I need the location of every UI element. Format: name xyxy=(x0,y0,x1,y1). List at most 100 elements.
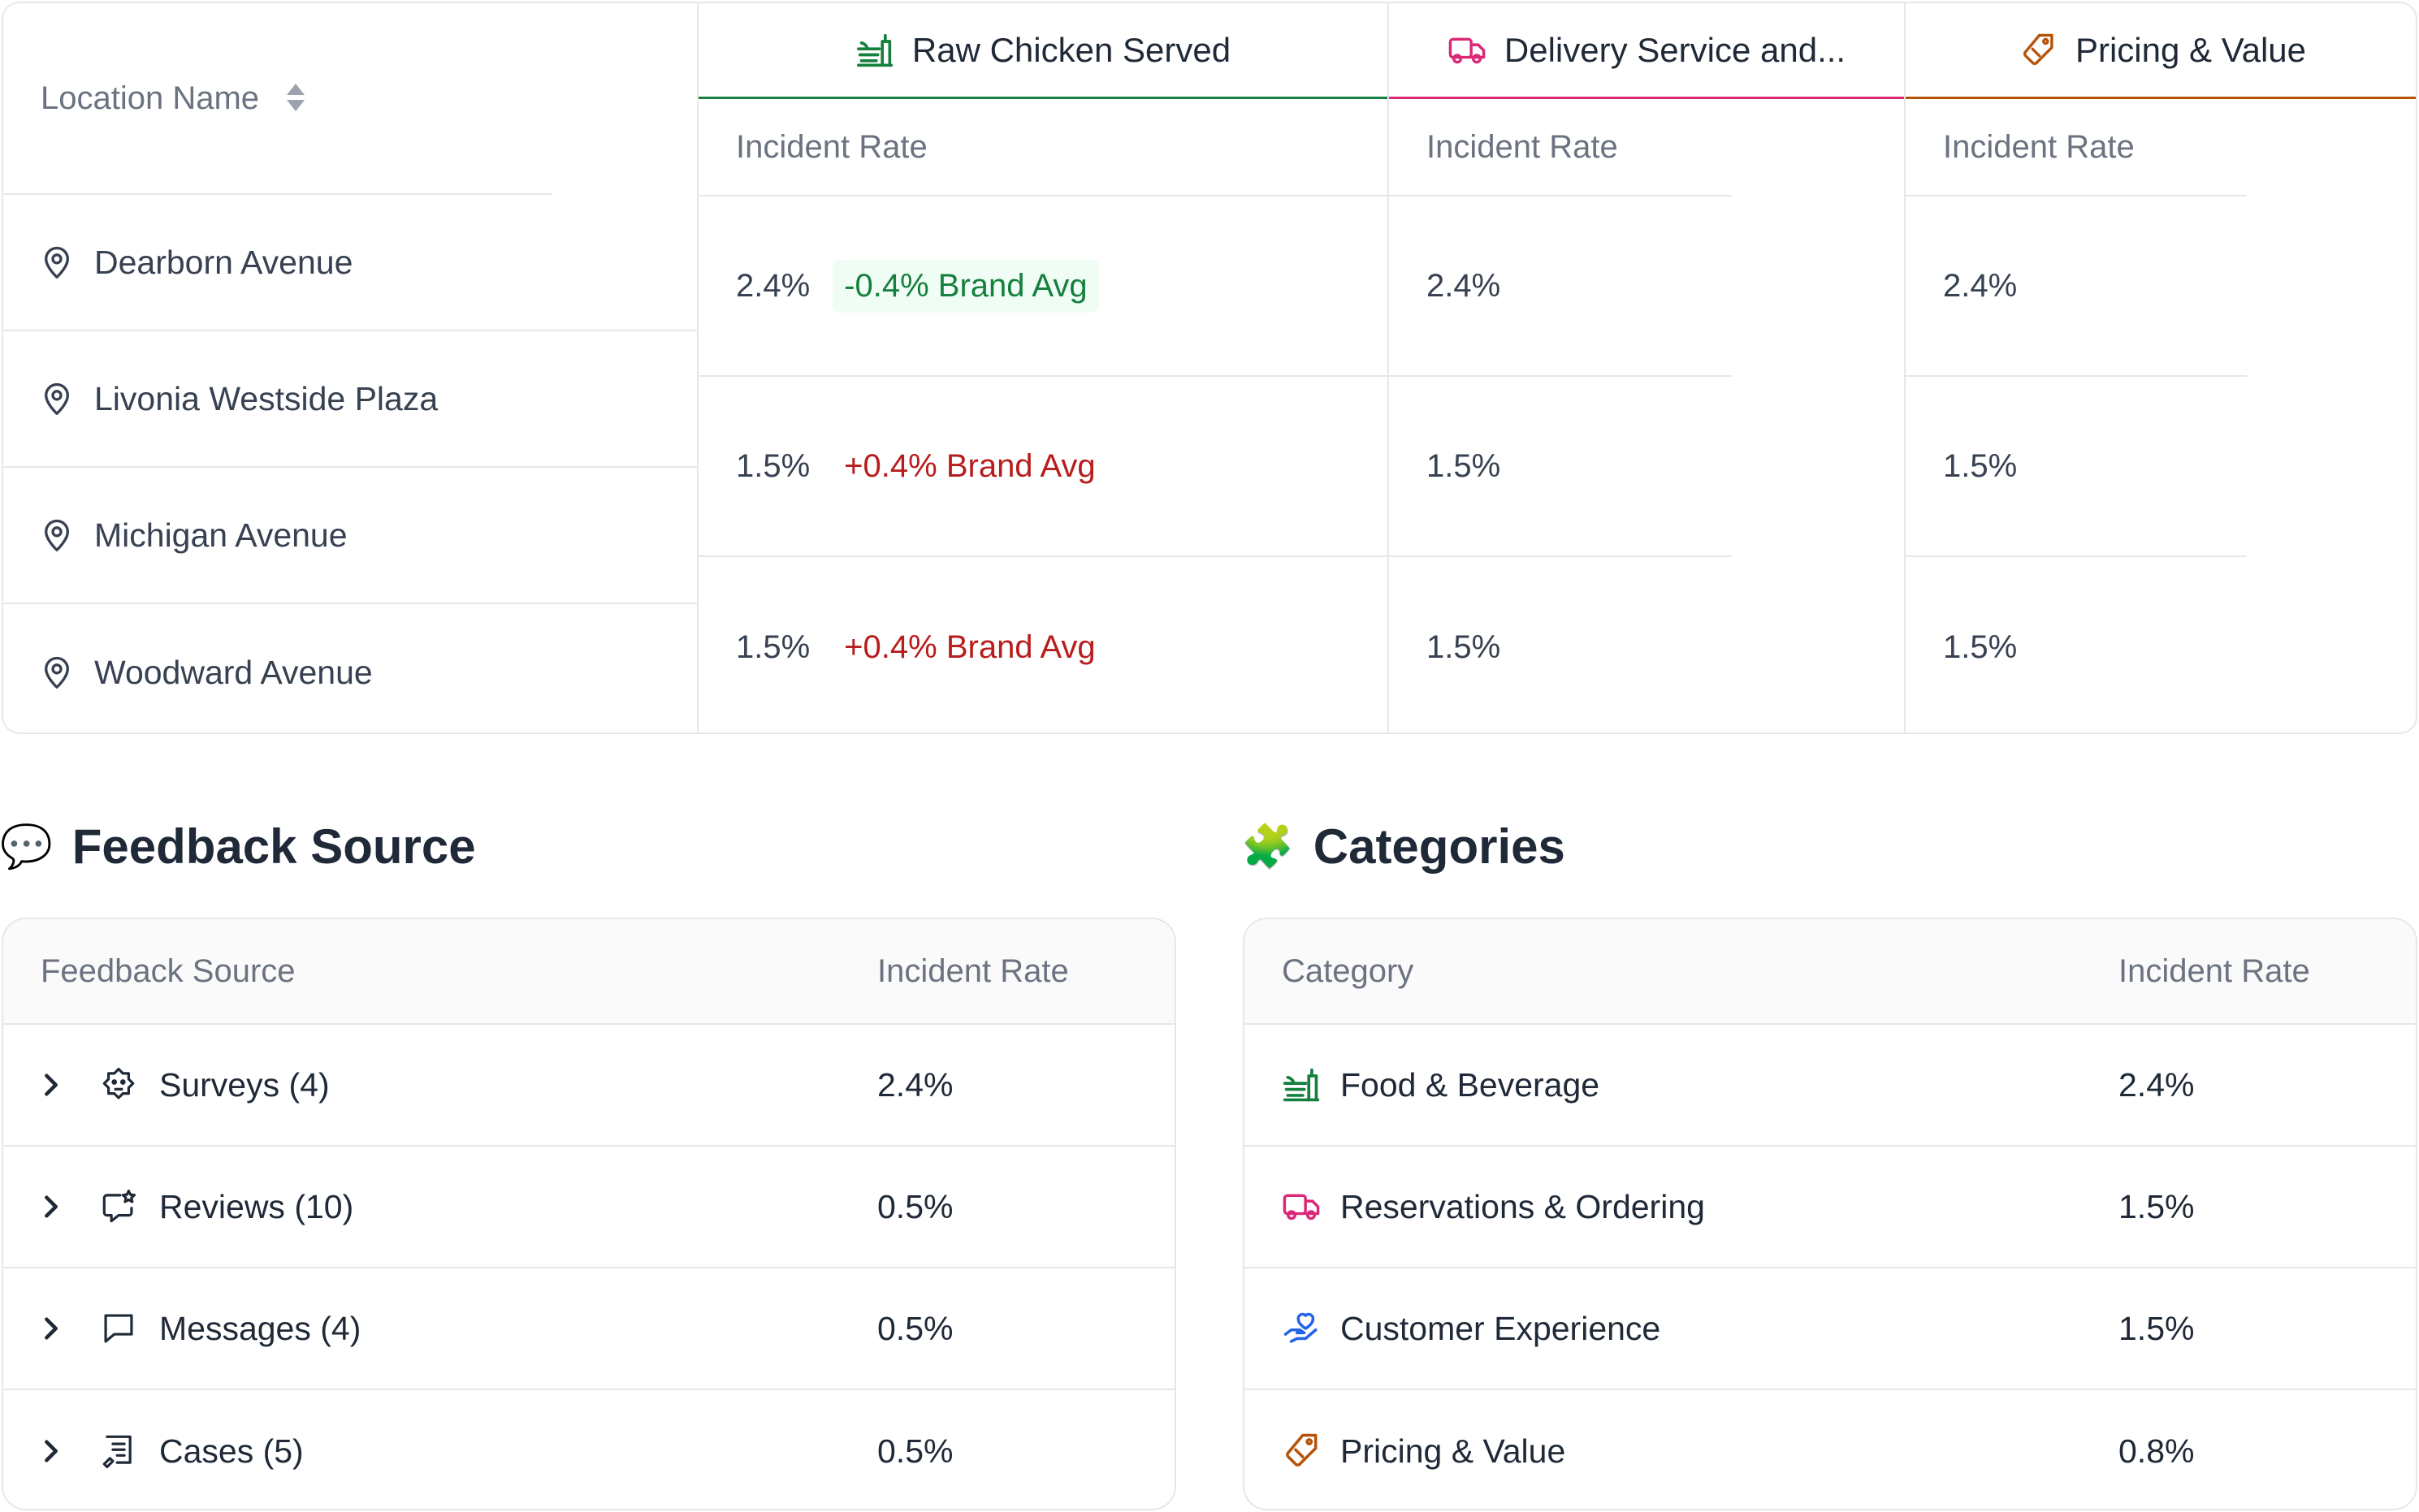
pricing-value-title: Pricing & Value xyxy=(2075,30,2307,69)
incident-rate-subheader: Incident Rate xyxy=(1389,99,1732,197)
location-column: Location Name Dearborn Avenue Livonia We… xyxy=(3,3,699,732)
incident-rate-value: 2.4% xyxy=(877,1065,954,1104)
pricing-value-column: Pricing & Value Incident Rate 2.4% 1.5% … xyxy=(1906,3,2416,732)
map-pin-icon xyxy=(45,246,70,279)
incident-rate-value: 1.5% xyxy=(1426,447,1501,484)
truck-icon xyxy=(1283,1194,1320,1220)
case-document-icon xyxy=(102,1435,132,1469)
chevron-right-icon[interactable] xyxy=(41,1071,62,1099)
incident-rate-value: 0.5% xyxy=(877,1187,954,1225)
pricing-value-row: 1.5% xyxy=(1906,557,2247,732)
incident-rate-value: 1.5% xyxy=(736,629,811,665)
incident-rate-column-header: Incident Rate xyxy=(877,953,1069,989)
incident-rate-value: 2.4% xyxy=(736,267,811,304)
feedback-source-title: Feedback Source xyxy=(71,819,476,874)
raw-chicken-title: Raw Chicken Served xyxy=(911,30,1231,69)
feedback-source-section-title: 💬 Feedback Source xyxy=(0,819,476,875)
category-row[interactable]: Food & Beverage 2.4% xyxy=(1244,1025,2416,1147)
map-pin-icon xyxy=(45,382,70,415)
categories-section-title: 🧩 Categories xyxy=(1241,819,1565,875)
feedback-source-label: Messages (4) xyxy=(159,1309,361,1347)
raw-chicken-value-row: 1.5% +0.4% Brand Avg xyxy=(699,557,1389,732)
feedback-source-row[interactable]: Reviews (10) 0.5% xyxy=(3,1147,1175,1268)
delivery-service-column: Delivery Service and... Incident Rate 2.… xyxy=(1389,3,1906,732)
incident-rate-value: 0.5% xyxy=(877,1309,954,1347)
location-name-header[interactable]: Location Name xyxy=(3,3,552,195)
food-tray-icon xyxy=(856,33,893,67)
feedback-source-row[interactable]: Surveys (4) 2.4% xyxy=(3,1025,1175,1147)
category-label: Pricing & Value xyxy=(1340,1432,1566,1470)
delivery-value-row: 1.5% xyxy=(1389,557,1732,732)
tag-icon xyxy=(1286,1433,1318,1467)
tag-icon xyxy=(2023,33,2053,65)
feedback-source-label: Cases (5) xyxy=(159,1432,304,1470)
incident-rate-value: 1.5% xyxy=(736,447,811,484)
incident-rate-subheader: Incident Rate xyxy=(699,99,1389,197)
feedback-source-label: Surveys (4) xyxy=(159,1065,330,1104)
pricing-value-row: 2.4% xyxy=(1906,197,2247,377)
incident-rate-value: 2.4% xyxy=(1426,267,1501,304)
category-label: Reservations & Ordering xyxy=(1340,1187,1705,1225)
brand-avg-delta-badge: -0.4% Brand Avg xyxy=(833,259,1099,313)
feedback-source-table-header: Feedback Source Incident Rate xyxy=(3,919,1175,1025)
location-name: Woodward Avenue xyxy=(94,653,373,691)
incident-rate-value: 2.4% xyxy=(1943,267,2018,304)
category-row[interactable]: Customer Experience 1.5% xyxy=(1244,1268,2416,1390)
location-row[interactable]: Dearborn Avenue xyxy=(3,195,699,331)
category-column-header: Category xyxy=(1282,953,1414,989)
map-pin-icon xyxy=(45,656,70,689)
feedback-source-column-header: Feedback Source xyxy=(41,953,296,989)
incident-rate-value: 2.4% xyxy=(2118,1065,2195,1104)
chevron-right-icon[interactable] xyxy=(41,1437,62,1465)
sort-icon[interactable] xyxy=(287,80,305,116)
survey-badge-icon xyxy=(102,1067,135,1099)
incident-rate-value: 1.5% xyxy=(1426,629,1501,665)
review-star-icon xyxy=(102,1189,136,1223)
map-pin-icon xyxy=(45,519,70,551)
incident-rate-value: 1.5% xyxy=(2118,1187,2195,1225)
feedback-source-row[interactable]: Cases (5) 0.5% xyxy=(3,1390,1175,1509)
chevron-right-icon[interactable] xyxy=(41,1315,62,1342)
brand-avg-delta-badge: +0.4% Brand Avg xyxy=(844,629,1096,665)
truck-icon xyxy=(1448,37,1486,63)
categories-title: Categories xyxy=(1313,819,1565,874)
incident-rate-subheader: Incident Rate xyxy=(1906,99,2247,197)
raw-chicken-value-row: 2.4% -0.4% Brand Avg xyxy=(699,197,1389,377)
location-row[interactable]: Livonia Westside Plaza xyxy=(3,331,699,468)
location-name: Michigan Avenue xyxy=(94,516,348,554)
incident-rate-value: 1.5% xyxy=(1943,629,2018,665)
feedback-source-row[interactable]: Messages (4) 0.5% xyxy=(3,1268,1175,1390)
incident-rate-value: 0.8% xyxy=(2118,1432,2195,1470)
location-name: Dearborn Avenue xyxy=(94,243,353,281)
categories-table-header: Category Incident Rate xyxy=(1244,919,2416,1025)
message-icon xyxy=(104,1314,133,1343)
location-comparison-table: Location Name Dearborn Avenue Livonia We… xyxy=(2,2,2417,734)
delivery-service-title: Delivery Service and... xyxy=(1504,30,1846,69)
location-row[interactable]: Woodward Avenue xyxy=(3,604,699,732)
heart-hand-icon xyxy=(1283,1312,1318,1343)
location-row[interactable]: Michigan Avenue xyxy=(3,468,699,604)
category-row[interactable]: Pricing & Value 0.8% xyxy=(1244,1390,2416,1509)
raw-chicken-value-row: 1.5% +0.4% Brand Avg xyxy=(699,377,1389,557)
raw-chicken-header[interactable]: Raw Chicken Served xyxy=(699,3,1387,99)
incident-rate-value: 1.5% xyxy=(2118,1309,2195,1347)
delivery-value-row: 2.4% xyxy=(1389,197,1732,377)
category-label: Customer Experience xyxy=(1340,1309,1661,1347)
delivery-service-header[interactable]: Delivery Service and... xyxy=(1389,3,1904,99)
chevron-right-icon[interactable] xyxy=(41,1193,62,1220)
pricing-value-row: 1.5% xyxy=(1906,377,2247,557)
category-label: Food & Beverage xyxy=(1340,1065,1600,1104)
delivery-value-row: 1.5% xyxy=(1389,377,1732,557)
location-name-header-label: Location Name xyxy=(41,80,260,116)
brand-avg-delta-badge: +0.4% Brand Avg xyxy=(844,447,1096,484)
pricing-value-header[interactable]: Pricing & Value xyxy=(1906,3,2416,99)
speech-bubble-icon: 💬 xyxy=(0,823,53,870)
raw-chicken-column: Raw Chicken Served Incident Rate 2.4% -0… xyxy=(699,3,1389,732)
feedback-source-label: Reviews (10) xyxy=(159,1187,354,1225)
incident-rate-column-header: Incident Rate xyxy=(2118,953,2310,989)
puzzle-piece-icon: 🧩 xyxy=(1241,823,1294,870)
feedback-source-table: Feedback Source Incident Rate Surveys (4… xyxy=(2,918,1176,1510)
category-row[interactable]: Reservations & Ordering 1.5% xyxy=(1244,1147,2416,1268)
categories-table: Category Incident Rate Food & Beverage 2… xyxy=(1243,918,2417,1510)
food-tray-icon xyxy=(1283,1068,1320,1102)
